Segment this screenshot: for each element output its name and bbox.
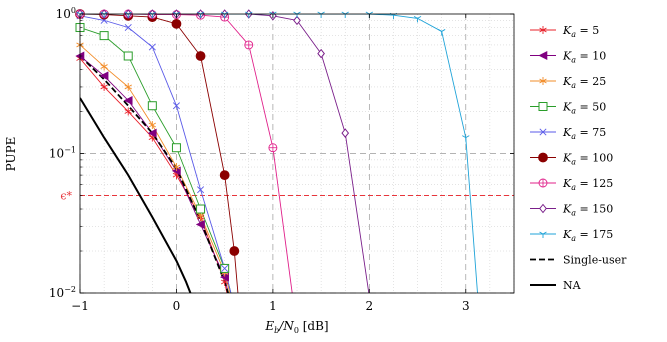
series-7-point [293,15,301,26]
y-tick-label: 100 [56,6,76,21]
series-8-point [293,11,301,18]
legend-item-0: Ka = 5 [530,24,599,39]
series-5-point [171,18,182,29]
series-4-point [124,24,132,32]
series-7-point [317,48,325,59]
series-1-point [195,219,205,229]
grid-lines [79,14,515,294]
markers-layer [75,9,470,286]
y-axis-label: PUPE [4,137,18,172]
series-line-8 [80,14,478,293]
series-2-point [100,62,108,71]
series-3-point [196,204,206,214]
series-8-point [317,11,325,18]
series-3-point [123,51,133,61]
x-tick-label: −1 [71,299,89,313]
legend-label: Ka = 75 [562,126,606,141]
legend-item-3: Ka = 50 [530,101,606,116]
series-3-point [171,143,181,153]
series-5-point [195,51,206,61]
series-8-point [462,135,470,142]
legend-item-10: NA [530,279,582,292]
legend-label: Ka = 50 [562,101,606,116]
legend-label: Ka = 175 [562,228,613,243]
legend-item-8: Ka = 175 [530,228,613,243]
series-0-point [100,82,108,91]
legend-label: NA [563,279,582,292]
series-2-point [172,163,181,172]
series-8-point [413,16,422,23]
x-tick-label: 1 [269,299,277,313]
series-line-10 [80,97,192,293]
series-0-point [124,107,132,116]
legend-label: Ka = 125 [562,177,613,192]
legend-label: Ka = 150 [562,203,613,218]
series-6-point [268,143,278,153]
x-axis-label: Eb/N0 [dB] [264,319,328,335]
series-4-point [148,43,156,51]
series-5-point [229,246,240,256]
series-line-0 [80,58,228,293]
legend-label: Ka = 25 [562,75,606,90]
series-2-point [124,82,132,91]
legend-item-5: Ka = 100 [530,152,613,167]
series-8-point [437,29,446,36]
series-line-1 [80,55,229,293]
threshold-line: ϵ* [60,189,514,202]
epsilon-label: ϵ* [60,189,72,202]
legend-item-9: Single-user [530,254,627,267]
x-tick-label: 2 [366,299,374,313]
legend-label: Ka = 5 [562,24,599,39]
series-3-point [147,101,157,111]
legend-label: Ka = 10 [562,50,606,65]
series-1-point [147,128,157,138]
series-1-point [99,71,109,81]
series-2-point [148,121,157,130]
legend-item-1: Ka = 10 [530,50,606,65]
series-line-9 [80,55,230,293]
series-4-point [197,186,205,194]
legend-item-6: Ka = 125 [530,177,613,192]
series-8-point [341,11,349,18]
series-line-6 [80,14,293,293]
series-4-point [221,264,229,272]
series-3-point [99,31,109,41]
series-7-point [341,128,350,138]
series-layer [80,14,478,293]
series-4-point [172,102,180,110]
y-tick-label: 10−2 [49,285,76,300]
legend-label: Ka = 100 [562,152,613,167]
series-5-point [219,170,230,181]
legend: Ka = 5 Ka = 10 Ka = 25 Ka = 50 Ka = 75 Ka = 1… [530,24,627,292]
legend-item-7: Ka = 150 [530,203,613,218]
x-tick-label: 3 [462,299,470,313]
series-line-3 [80,27,232,293]
legend-item-4: Ka = 75 [530,126,606,141]
series-1-point [123,95,133,105]
legend-label: Single-user [563,254,627,267]
y-tick-label: 10−1 [49,146,76,161]
series-6-point [244,40,254,50]
x-tick-label: 0 [173,299,181,313]
legend-item-2: Ka = 25 [530,75,606,90]
axis-ticks: −1 0 1 2 3 100 10−1 10−2 [49,6,514,313]
